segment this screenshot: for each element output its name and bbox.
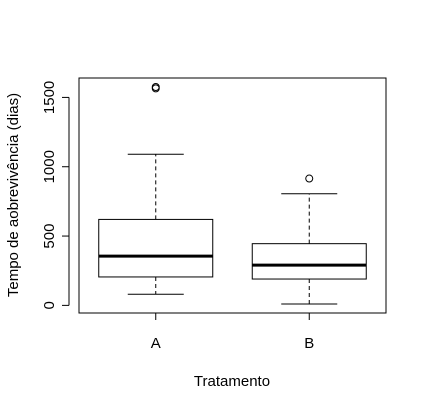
iqr-box <box>251 243 367 280</box>
y-axis: 0 500 1000 1500 <box>41 81 70 310</box>
outlier-point <box>305 174 314 183</box>
box-B <box>251 174 367 305</box>
outlier-point <box>151 83 160 92</box>
iqr-box <box>98 218 214 278</box>
y-tick-label: 0 <box>41 301 58 309</box>
boxes <box>98 83 367 305</box>
y-axis-title: Tempo de aobrevivência (dias) <box>5 93 22 297</box>
y-tick-label: 500 <box>41 224 58 249</box>
x-tick-label: B <box>304 335 314 352</box>
x-tick-label: A <box>151 335 161 352</box>
x-axis-title: Tratamento <box>194 373 270 390</box>
box-A <box>98 83 214 295</box>
y-tick-label: 1500 <box>41 81 58 114</box>
y-tick-label: 1000 <box>41 150 58 183</box>
